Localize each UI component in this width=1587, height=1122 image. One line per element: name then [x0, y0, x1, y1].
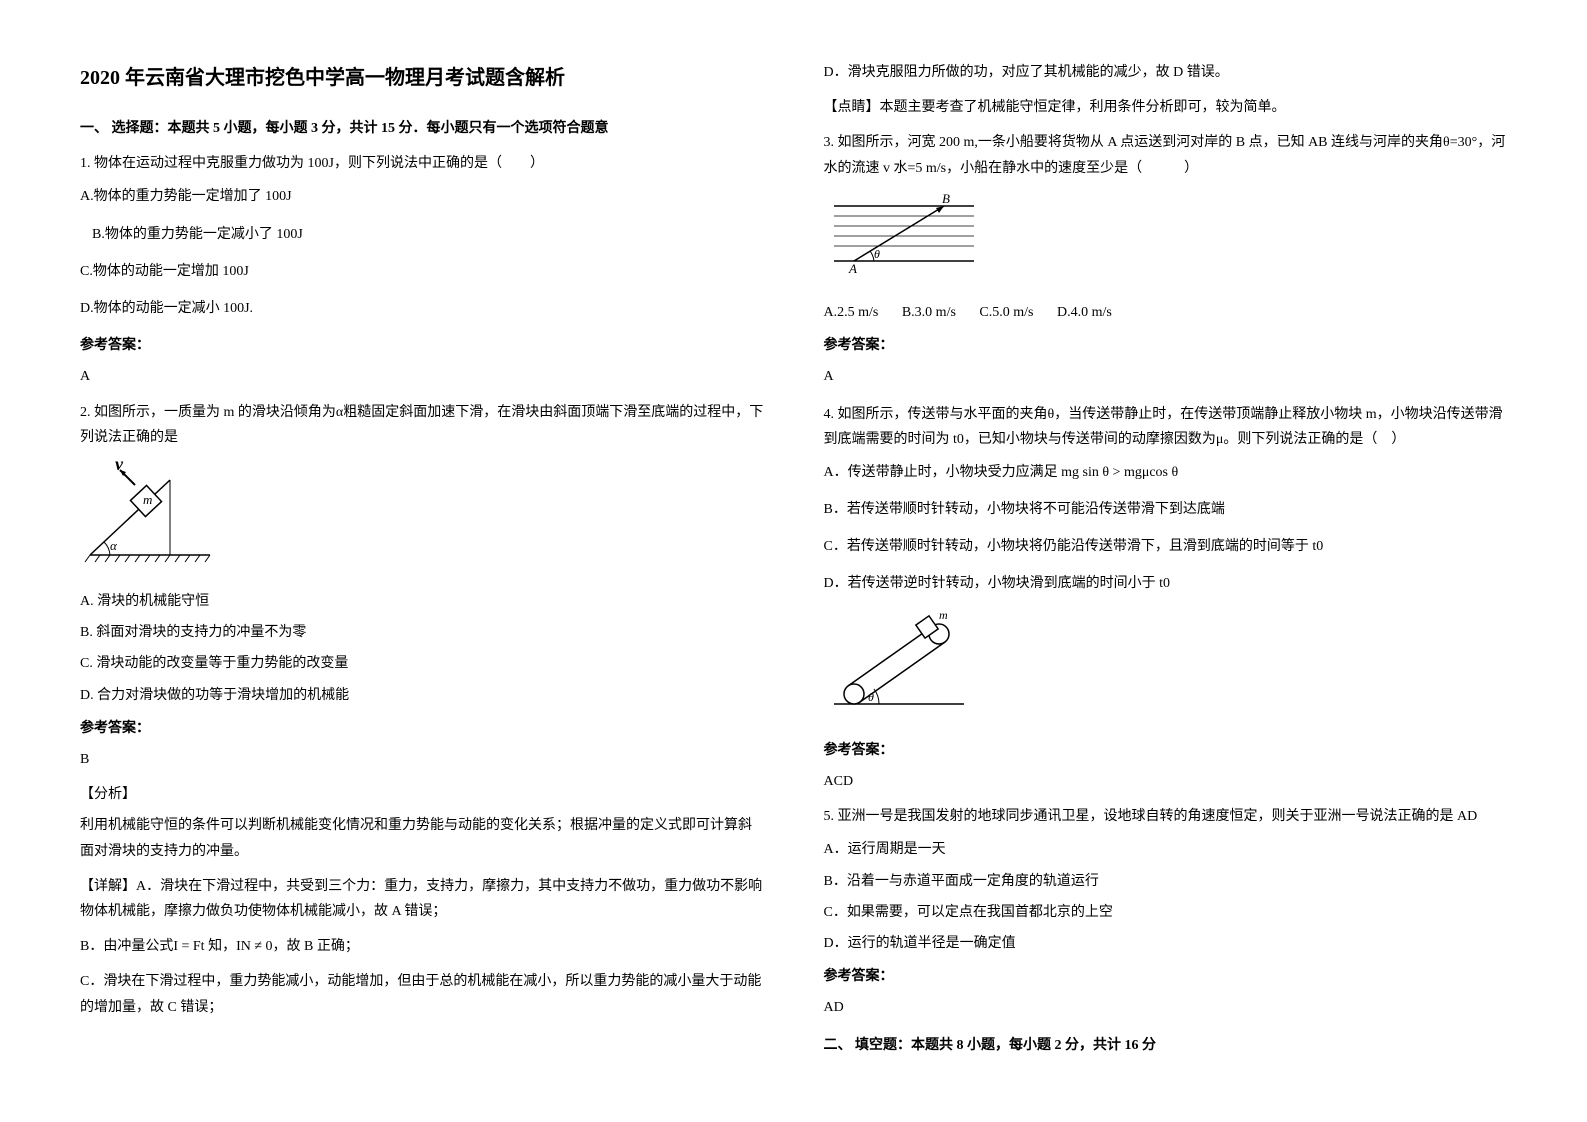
q2-analysis-2: 【详解】A．滑块在下滑过程中，共受到三个力：重力，支持力，摩擦力，其中支持力不做… — [80, 874, 764, 924]
q3-options: A.2.5 m/s B.3.0 m/s C.5.0 m/s D.4.0 m/s — [824, 300, 1508, 325]
q5-option-a: A．运行周期是一天 — [824, 837, 1508, 862]
q2-analysis-3: B．由冲量公式I = Ft 知，IN ≠ 0，故 B 正确； — [80, 934, 764, 959]
q2-point: 【点睛】本题主要考查了机械能守恒定律，利用条件分析即可，较为简单。 — [824, 95, 1508, 120]
q2-option-d: D. 合力对滑块做的功等于滑块增加的机械能 — [80, 683, 764, 708]
q4-option-b: B．若传送带顺时针转动，小物块将不可能沿传送带滑下到达底端 — [824, 497, 1508, 522]
theta-label: θ — [874, 247, 880, 261]
question-2: 2. 如图所示，一质量为 m 的滑块沿倾角为α粗糙固定斜面加速下滑，在滑块由斜面… — [80, 400, 764, 1020]
v-label: v — [115, 460, 124, 474]
a-label: A — [848, 261, 857, 276]
q3-option-b: B.3.0 m/s — [902, 305, 956, 320]
river-figure: A B θ — [824, 191, 1508, 290]
question-5: 5. 亚洲一号是我国发射的地球同步通讯卫星，设地球自转的角速度恒定，则关于亚洲一… — [824, 804, 1508, 1020]
q3-text: 3. 如图所示，河宽 200 m,一条小船要将货物从 A 点运送到河对岸的 B … — [824, 130, 1508, 180]
alpha-label: α — [110, 538, 118, 553]
q3-option-c: C.5.0 m/s — [979, 305, 1033, 320]
question-4: 4. 如图所示，传送带与水平面的夹角θ，当传送带静止时，在传送带顶端静止释放小物… — [824, 402, 1508, 795]
belt-theta-label: θ — [868, 690, 874, 704]
belt-figure: m θ — [824, 609, 1508, 728]
question-3: 3. 如图所示，河宽 200 m,一条小船要将货物从 A 点运送到河对岸的 B … — [824, 130, 1508, 389]
q4-text: 4. 如图所示，传送带与水平面的夹角θ，当传送带静止时，在传送带顶端静止释放小物… — [824, 402, 1508, 452]
q1-answer: A — [80, 364, 764, 389]
q2-analysis-4: C．滑块在下滑过程中，重力势能减小，动能增加，但由于总的机械能在减小，所以重力势… — [80, 969, 764, 1019]
q3-option-a: A.2.5 m/s — [824, 305, 879, 320]
q4-answer-label: 参考答案： — [824, 738, 1508, 763]
m-label: m — [143, 492, 152, 507]
incline-figure: m v α — [80, 460, 764, 579]
q2-option-c: C. 滑块动能的改变量等于重力势能的改变量 — [80, 651, 764, 676]
q3-option-d: D.4.0 m/s — [1057, 305, 1112, 320]
q1-text: 1. 物体在运动过程中克服重力做功为 100J，则下列说法中正确的是（ ） — [80, 151, 764, 176]
q1-answer-label: 参考答案： — [80, 333, 764, 358]
belt-m-label: m — [939, 609, 948, 622]
q2-answer: B — [80, 747, 764, 772]
q2-analysis-label: 【分析】 — [80, 782, 764, 807]
question-1: 1. 物体在运动过程中克服重力做功为 100J，则下列说法中正确的是（ ） A.… — [80, 151, 764, 389]
b-label: B — [942, 191, 950, 206]
q5-text: 5. 亚洲一号是我国发射的地球同步通讯卫星，设地球自转的角速度恒定，则关于亚洲一… — [824, 804, 1508, 829]
q1-option-c: C.物体的动能一定增加 100J — [80, 259, 764, 284]
q2-answer-label: 参考答案： — [80, 716, 764, 741]
q5-option-d: D．运行的轨道半径是一确定值 — [824, 931, 1508, 956]
q5-answer: AD — [824, 995, 1508, 1020]
q1-option-b: B.物体的重力势能一定减小了 100J — [92, 222, 764, 247]
q2-option-a: A. 滑块的机械能守恒 — [80, 589, 764, 614]
q1-option-a: A.物体的重力势能一定增加了 100J — [80, 184, 764, 209]
q2-analysis-1: 利用机械能守恒的条件可以判断机械能变化情况和重力势能与动能的变化关系；根据冲量的… — [80, 813, 764, 863]
q3-answer: A — [824, 364, 1508, 389]
q4-answer: ACD — [824, 769, 1508, 794]
q4-option-a: A．传送带静止时，小物块受力应满足 mg sin θ > mgμcos θ — [824, 460, 1508, 485]
q1-option-d: D.物体的动能一定减小 100J. — [80, 296, 764, 321]
q4-option-c: C．若传送带顺时针转动，小物块将仍能沿传送带滑下，且滑到底端的时间等于 t0 — [824, 534, 1508, 559]
q4-option-d: D．若传送带逆时针转动，小物块滑到底端的时间小于 t0 — [824, 571, 1508, 596]
q5-option-c: C．如果需要，可以定点在我国首都北京的上空 — [824, 900, 1508, 925]
section2-header: 二、 填空题：本题共 8 小题，每小题 2 分，共计 16 分 — [824, 1033, 1508, 1058]
q5-answer-label: 参考答案： — [824, 964, 1508, 989]
q2-analysis-5: D．滑块克服阻力所做的功，对应了其机械能的减少，故 D 错误。 — [824, 60, 1508, 85]
q5-option-b: B．沿着一与赤道平面成一定角度的轨道运行 — [824, 869, 1508, 894]
page-title: 2020 年云南省大理市挖色中学高一物理月考试题含解析 — [80, 60, 764, 96]
q2-text: 2. 如图所示，一质量为 m 的滑块沿倾角为α粗糙固定斜面加速下滑，在滑块由斜面… — [80, 400, 764, 450]
q2-option-b: B. 斜面对滑块的支持力的冲量不为零 — [80, 620, 764, 645]
section1-header: 一、 选择题：本题共 5 小题，每小题 3 分，共计 15 分．每小题只有一个选… — [80, 116, 764, 141]
q3-answer-label: 参考答案： — [824, 333, 1508, 358]
